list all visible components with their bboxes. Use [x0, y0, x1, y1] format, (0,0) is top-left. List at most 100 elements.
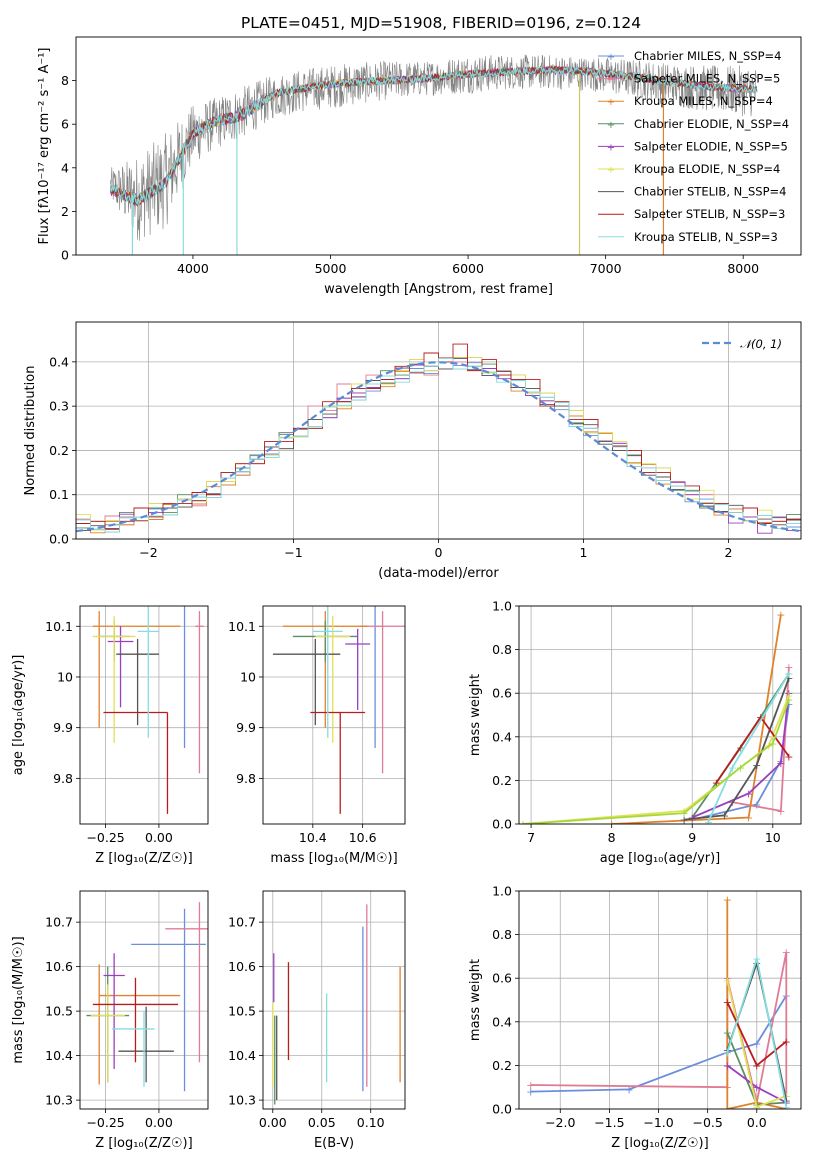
panel-age_vs_mass: 10.4 10.6 9.8 9.9 10 10.1 mass [log₁₀(M/M☉)]	[228, 605, 406, 866]
x-axis-label: (data-model)/error	[378, 566, 499, 581]
axes-frame	[75, 36, 802, 256]
y-tick-label: 2	[61, 204, 69, 219]
x-tick-label: −1.5	[594, 1115, 624, 1130]
weight-point-marker: +	[782, 1035, 791, 1048]
legend-text: Kroupa ELODIE, N_SSP=4	[634, 162, 780, 176]
weight-point-marker: +	[744, 787, 753, 800]
y-tick-label: 0.8	[492, 642, 512, 657]
y-tick-label: 10.4	[228, 1048, 256, 1063]
panel-mass_vs_ebv: 0.00 0.05 0.10 10.3 10.4 10.5 10.6 10.7 E(B-V)	[228, 890, 406, 1151]
x-tick-label: 8000	[727, 261, 759, 276]
x-tick-label: 9	[688, 830, 696, 845]
axes-frame	[79, 605, 209, 825]
weight-series-line	[726, 899, 787, 1109]
x-axis-label: Z [log₁₀(Z/Z☉)]	[95, 851, 192, 866]
x-tick-label: 4000	[177, 261, 209, 276]
legend-text: Salpeter ELODIE, N_SSP=5	[634, 139, 788, 153]
y-tick-label: 1.0	[492, 599, 512, 614]
x-tick-label: 0.0	[747, 1115, 767, 1130]
weight-series-line	[715, 715, 790, 784]
weight-point-marker: +	[526, 1079, 535, 1092]
weight-point-marker: +	[784, 672, 793, 685]
weight-point-marker: +	[624, 1083, 633, 1096]
axes-frame	[75, 321, 802, 540]
y-tick-label: 8	[61, 73, 69, 88]
x-tick-label: −2	[139, 545, 157, 560]
legend-marker: +	[607, 97, 615, 108]
legend-text: Kroupa STELIB, N_SSP=3	[634, 230, 778, 244]
y-tick-label: 9.9	[236, 720, 256, 735]
weight-point-marker: +	[752, 759, 761, 772]
weight-point-marker: +	[704, 816, 713, 829]
panel-spectrum: 4000 5000 6000 7000 8000 0 2 4 6 8 wavelength [Ang…	[37, 36, 802, 297]
x-tick-label: −0.5	[692, 1115, 722, 1130]
y-tick-label: 0.2	[492, 773, 512, 788]
weight-series-line	[691, 693, 790, 819]
y-tick-label: 10	[57, 669, 73, 684]
x-tick-label: 7000	[590, 261, 622, 276]
axes-frame	[518, 605, 802, 825]
panel-mass_vs_Z: −0.25 0.00 10.3 10.4 10.5 10.6 10.7 Z [log₁₀(Z/…	[11, 890, 209, 1151]
weight-point-marker: +	[723, 1027, 732, 1040]
weight-point-marker: +	[784, 698, 793, 711]
weight-point-marker: +	[782, 1094, 791, 1107]
panel-weight_vs_age: ++++++++++++++++++++++ ++++++++++++++7 8 9 1…	[468, 599, 802, 866]
y-tick-label: 10.7	[45, 915, 73, 930]
legend-marker: +	[607, 165, 615, 176]
weight-series-line	[522, 699, 790, 824]
legend-marker: +	[607, 75, 615, 86]
x-axis-label: Z [log₁₀(Z/Z☉)]	[611, 1136, 708, 1151]
y-tick-label: 0.4	[492, 1014, 512, 1029]
y-tick-label: 9.9	[53, 720, 73, 735]
weight-point-marker: +	[736, 761, 745, 774]
y-tick-label: 10.3	[45, 1093, 73, 1108]
y-tick-label: 0.1	[49, 487, 69, 502]
weight-point-marker: +	[782, 946, 791, 959]
y-tick-label: 10.4	[45, 1048, 73, 1063]
model-spectrum-line	[109, 66, 758, 206]
plot-area-weight_vs_Z: + +++++ +++++++++++ ++++++++++++++++	[526, 894, 791, 1114]
weight-point-marker: +	[776, 609, 785, 622]
y-tick-label: 10	[240, 669, 256, 684]
panel-age_vs_Z: −0.25 0.00 9.8 9.9 10 10.1 Z [log₁₀(Z/Z☉)] age …	[11, 605, 209, 866]
weight-point-marker: +	[680, 805, 689, 818]
y-tick-label: 0.4	[492, 729, 512, 744]
y-tick-label: 0.2	[49, 443, 69, 458]
weight-series-line	[726, 958, 788, 1107]
legend-text: Kroupa MILES, N_SSP=4	[634, 94, 773, 108]
weight-point-marker: +	[712, 777, 721, 790]
weight-point-marker: +	[723, 974, 732, 987]
legend-text: Salpeter STELIB, N_SSP=3	[634, 207, 785, 221]
weight-point-marker: +	[680, 814, 689, 827]
plot-area-spectrum	[109, 54, 758, 255]
x-tick-label: 0.05	[308, 1115, 336, 1130]
plot-area-age_vs_Z	[92, 606, 204, 814]
y-axis-label: Flux [fλ10⁻¹⁷ erg cm⁻² s⁻¹ A⁻¹]	[37, 48, 52, 245]
x-tick-label: −2.0	[545, 1115, 575, 1130]
weight-point-marker: +	[680, 807, 689, 820]
x-tick-label: 0.00	[145, 830, 173, 845]
weight-point-marker: +	[782, 1101, 791, 1114]
legend-text: Chabrier MILES, N_SSP=4	[634, 49, 781, 63]
normal-curve-line	[76, 361, 801, 533]
y-tick-label: 10.7	[228, 915, 256, 930]
weight-point-marker: +	[688, 811, 697, 824]
weight-point-marker: +	[756, 711, 765, 724]
weight-point-marker: +	[526, 1086, 535, 1099]
weight-point-marker: +	[752, 1038, 761, 1051]
weight-point-marker: +	[723, 1046, 732, 1059]
weight-point-marker: +	[752, 953, 761, 966]
x-tick-label: 7	[527, 830, 535, 845]
plot-area-age_vs_mass	[272, 606, 405, 814]
weight-point-marker: +	[752, 957, 761, 970]
axes-frame	[518, 890, 802, 1110]
legend-text: Chabrier ELODIE, N_SSP=4	[634, 117, 789, 131]
weight-series-line	[611, 614, 782, 824]
x-tick-label: −1	[284, 545, 302, 560]
y-tick-label: 10.1	[228, 619, 256, 634]
y-tick-label: 0.2	[492, 1058, 512, 1073]
y-tick-label: 6	[61, 117, 69, 132]
y-tick-label: 10.3	[228, 1093, 256, 1108]
y-tick-label: 1.0	[492, 884, 512, 899]
